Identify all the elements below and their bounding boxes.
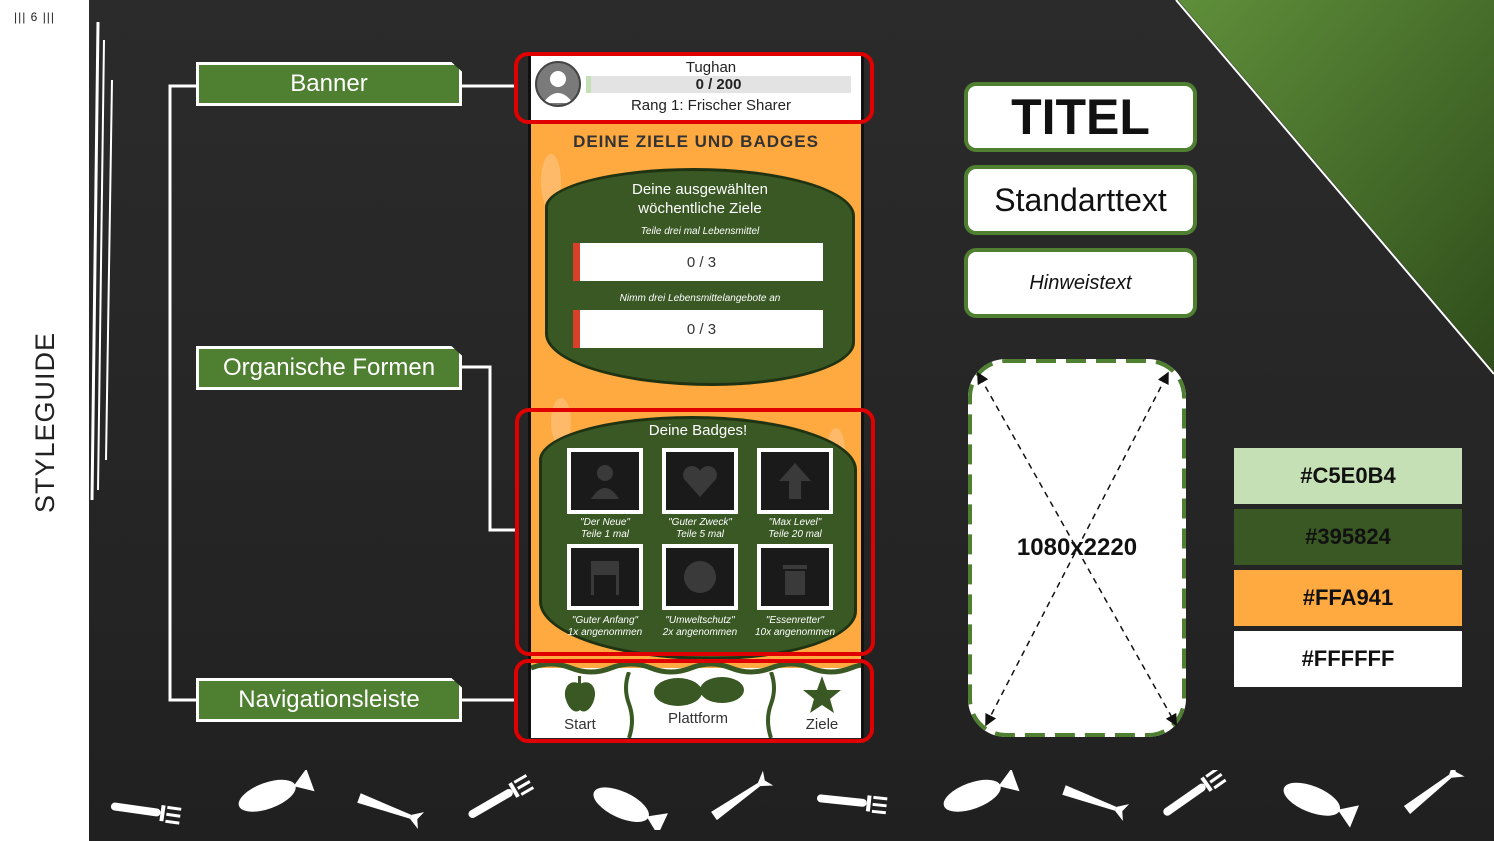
nav-start-label: Start <box>564 716 596 733</box>
goals-title-line2: wöchentliche Ziele <box>638 200 762 217</box>
badge-essenretter[interactable] <box>757 544 833 610</box>
screen-size-placeholder <box>968 359 1186 737</box>
goal-caption: Teile drei mal Lebensmittel <box>640 226 760 237</box>
color-swatch-orange: #FFA941 <box>1234 570 1462 626</box>
banner-highlight <box>514 52 874 124</box>
username: Tughan <box>685 59 737 76</box>
color-swatch-light-green: #C5E0B4 <box>1234 448 1462 504</box>
navbar-wave-border <box>531 661 861 675</box>
carrot-icon <box>1403 770 1465 814</box>
fish-icon <box>238 770 315 812</box>
color-swatch-white: #FFFFFF <box>1234 631 1462 687</box>
badge-name: "Umweltschutz" <box>665 615 735 626</box>
badge-name: "Essenretter" <box>765 615 825 626</box>
fish-icon <box>593 787 668 830</box>
navigation-highlight <box>514 659 874 743</box>
badge-caption: "Max Level" Teile 20 mal <box>745 517 845 541</box>
fish-icon <box>943 770 1020 812</box>
fork-icon <box>1163 770 1227 816</box>
navigation-label: Navigationsleiste <box>196 678 462 722</box>
screen-size-label: 1080x2220 <box>1016 534 1138 561</box>
rank-text: Rang 1: Frischer Sharer <box>630 97 792 114</box>
badges-section-title: Deine Badges! <box>648 422 748 439</box>
carrot-icon <box>1062 785 1130 822</box>
navigation-bar: Start Plattform Ziele <box>531 661 861 738</box>
badge-name: "Guter Anfang" <box>571 615 639 626</box>
apple-icon <box>564 676 596 712</box>
xp-progress-fill <box>586 76 592 93</box>
badge-umweltschutz[interactable] <box>662 544 738 610</box>
chat-bubbles-icon <box>654 677 744 706</box>
user-icon <box>543 71 573 103</box>
nav-platform-button[interactable]: Plattform <box>643 674 753 736</box>
page-number: ||| 6 ||| <box>14 10 56 24</box>
fork-icon <box>110 802 182 825</box>
banner-label: Banner <box>196 62 462 106</box>
badge-name: "Guter Zweck" <box>668 517 732 528</box>
nav-goals-button[interactable]: Ziele <box>797 674 847 736</box>
trash-bin-icon <box>783 565 807 595</box>
navbar-divider <box>766 672 776 738</box>
fork-icon <box>468 774 535 818</box>
badge-guter-zweck[interactable] <box>662 448 738 514</box>
fork-icon <box>816 794 888 815</box>
goals-section-title: Deine ausgewählten wöchentliche Ziele <box>545 180 855 218</box>
nav-goals-label: Ziele <box>805 716 839 733</box>
badge-requirement: 1x angenommen <box>567 627 643 638</box>
styleguide-vertical-title: STYLEGUIDE <box>30 331 60 513</box>
carrot-icon <box>711 770 774 821</box>
food-icon-row <box>110 770 1465 830</box>
organic-shapes-label: Organische Formen <box>196 346 462 390</box>
arrow-up-icon <box>779 463 811 499</box>
goal-progress-bar[interactable]: 0 / 3 <box>573 310 823 348</box>
placeholder-diagonals <box>968 359 1186 737</box>
badge-caption: "Guter Anfang" 1x angenommen <box>555 615 655 639</box>
person-icon <box>591 465 619 499</box>
badge-max-level[interactable] <box>757 448 833 514</box>
badge-caption: "Der Neue" Teile 1 mal <box>555 517 655 541</box>
goals-title-line1: Deine ausgewählten <box>632 181 768 198</box>
badge-caption: "Guter Zweck" Teile 5 mal <box>650 517 750 541</box>
navbar-divider <box>624 672 634 738</box>
globe-icon <box>684 561 716 593</box>
nav-platform-label: Plattform <box>667 710 728 727</box>
badge-name: "Max Level" <box>768 517 822 528</box>
badge-der-neue[interactable] <box>567 448 643 514</box>
xp-progress-bar <box>586 76 851 93</box>
title-style-example: TITEL <box>964 82 1197 152</box>
goal-progress-bar[interactable]: 0 / 3 <box>573 243 823 281</box>
avatar[interactable] <box>535 61 581 107</box>
badge-requirement: 2x angenommen <box>662 627 738 638</box>
badge-requirement: Teile 20 mal <box>768 529 822 540</box>
nav-start-button[interactable]: Start <box>555 674 605 736</box>
start-flag-icon <box>591 561 619 595</box>
carrot-icon <box>357 793 425 830</box>
color-swatch-dark-green: #395824 <box>1234 509 1462 565</box>
badge-requirement: Teile 1 mal <box>581 529 629 540</box>
badge-caption: "Umweltschutz" 2x angenommen <box>650 615 750 639</box>
heart-icon <box>683 466 717 497</box>
phone-banner: Tughan 0 / 200 Rang 1: Frischer Sharer <box>531 56 861 122</box>
badge-guter-anfang[interactable] <box>567 544 643 610</box>
xp-value: 0 / 200 <box>695 76 742 93</box>
hint-text-example: Hinweistext <box>964 248 1197 318</box>
organic-shapes-highlight <box>515 408 875 656</box>
standard-text-example: Standarttext <box>964 165 1197 235</box>
badge-name: "Der Neue" <box>580 517 630 528</box>
fish-icon <box>1283 782 1359 828</box>
badge-caption: "Essenretter" 10x angenommen <box>745 615 845 639</box>
goal-caption: Nimm drei Lebensmittelangebote an <box>619 293 781 304</box>
goals-badges-heading: DEINE ZIELE UND BADGES <box>573 132 819 151</box>
badge-requirement: 10x angenommen <box>754 627 836 638</box>
star-icon <box>803 676 841 713</box>
badge-requirement: Teile 5 mal <box>676 529 724 540</box>
left-sidebar-strip <box>0 0 89 841</box>
